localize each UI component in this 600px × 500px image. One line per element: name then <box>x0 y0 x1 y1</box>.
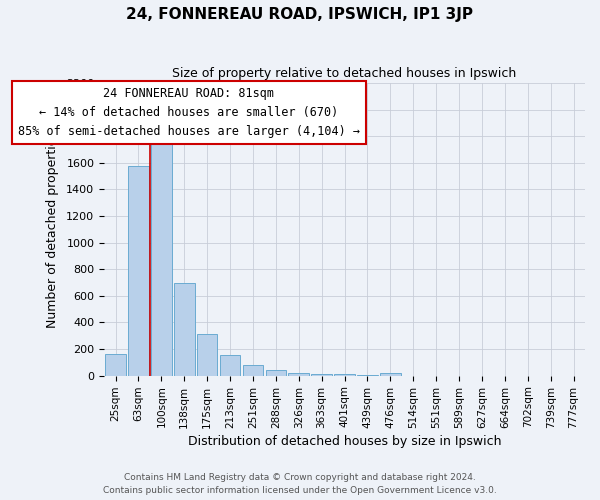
Bar <box>266 370 286 376</box>
Bar <box>357 375 378 376</box>
X-axis label: Distribution of detached houses by size in Ipswich: Distribution of detached houses by size … <box>188 434 501 448</box>
Bar <box>105 354 126 376</box>
Title: Size of property relative to detached houses in Ipswich: Size of property relative to detached ho… <box>172 68 517 80</box>
Text: 24, FONNEREAU ROAD, IPSWICH, IP1 3JP: 24, FONNEREAU ROAD, IPSWICH, IP1 3JP <box>127 8 473 22</box>
Bar <box>334 374 355 376</box>
Text: 24 FONNEREAU ROAD: 81sqm
← 14% of detached houses are smaller (670)
85% of semi-: 24 FONNEREAU ROAD: 81sqm ← 14% of detach… <box>18 87 360 138</box>
Bar <box>289 373 309 376</box>
Text: Contains HM Land Registry data © Crown copyright and database right 2024.
Contai: Contains HM Land Registry data © Crown c… <box>103 473 497 495</box>
Y-axis label: Number of detached properties: Number of detached properties <box>46 131 59 328</box>
Bar <box>128 166 149 376</box>
Bar <box>380 373 401 376</box>
Bar <box>151 143 172 376</box>
Bar <box>197 334 217 376</box>
Bar <box>174 282 194 376</box>
Bar <box>242 365 263 376</box>
Bar <box>311 374 332 376</box>
Bar <box>220 355 241 376</box>
